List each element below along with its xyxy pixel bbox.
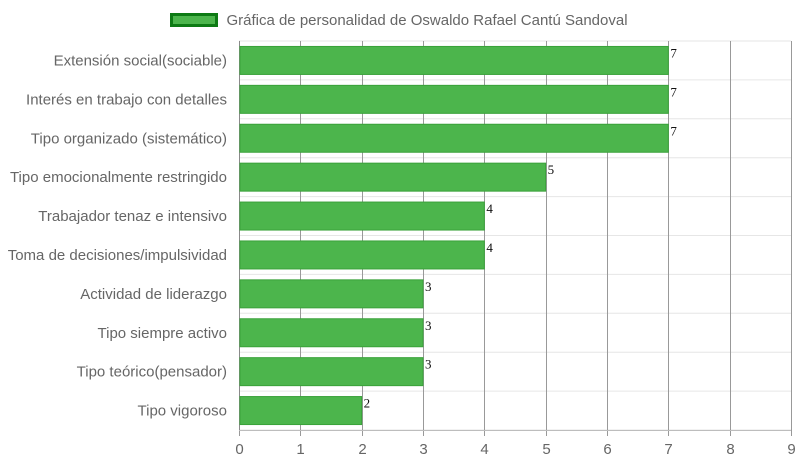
category-label: Tipo emocionalmente restringido: [10, 169, 227, 186]
category-label: Extensión social(sociable): [54, 52, 227, 69]
x-tick-label: 8: [726, 441, 734, 458]
bar: [239, 45, 669, 75]
legend-label: Gráfica de personalidad de Oswaldo Rafae…: [226, 11, 628, 29]
bar: [239, 201, 485, 231]
category-label: Toma de decisiones/impulsividad: [8, 247, 227, 264]
category-label: Tipo teórico(pensador): [77, 364, 227, 381]
x-tick-label: 1: [296, 441, 304, 458]
category-label: Tipo vigoroso: [138, 403, 228, 420]
value-label: 2: [364, 396, 371, 411]
x-tick-label: 0: [235, 441, 243, 458]
bar: [239, 279, 424, 309]
category-label: Actividad de liderazgo: [80, 286, 227, 303]
bar: [239, 318, 424, 348]
value-label: 4: [486, 201, 493, 216]
value-label: 7: [670, 84, 677, 99]
bar: [239, 357, 424, 387]
value-label: 7: [670, 45, 677, 60]
x-tick-label: 9: [787, 441, 795, 458]
category-label: Trabajador tenaz e intensivo: [38, 208, 227, 225]
value-label: 3: [425, 279, 432, 294]
bar: [239, 123, 669, 153]
bar: [239, 396, 363, 426]
x-tick-label: 7: [664, 441, 672, 458]
value-label: 4: [486, 240, 493, 255]
legend-swatch: [170, 13, 219, 27]
value-label: 7: [670, 123, 677, 138]
x-tick-label: 4: [480, 441, 488, 458]
category-label: Tipo siempre activo: [98, 325, 228, 342]
bar: [239, 240, 485, 270]
bar: [239, 84, 669, 114]
category-label: Tipo organizado (sistemático): [31, 130, 227, 147]
x-tick-label: 2: [358, 441, 366, 458]
category-label: Interés en trabajo con detalles: [26, 91, 227, 108]
value-label: 5: [548, 162, 555, 177]
x-tick-label: 5: [542, 441, 550, 458]
value-label: 3: [425, 318, 432, 333]
x-tick-label: 3: [419, 441, 427, 458]
x-tick-label: 6: [603, 441, 611, 458]
legend[interactable]: Gráfica de personalidad de Oswaldo Rafae…: [0, 8, 798, 32]
bar: [239, 162, 547, 192]
value-label: 3: [425, 357, 432, 372]
